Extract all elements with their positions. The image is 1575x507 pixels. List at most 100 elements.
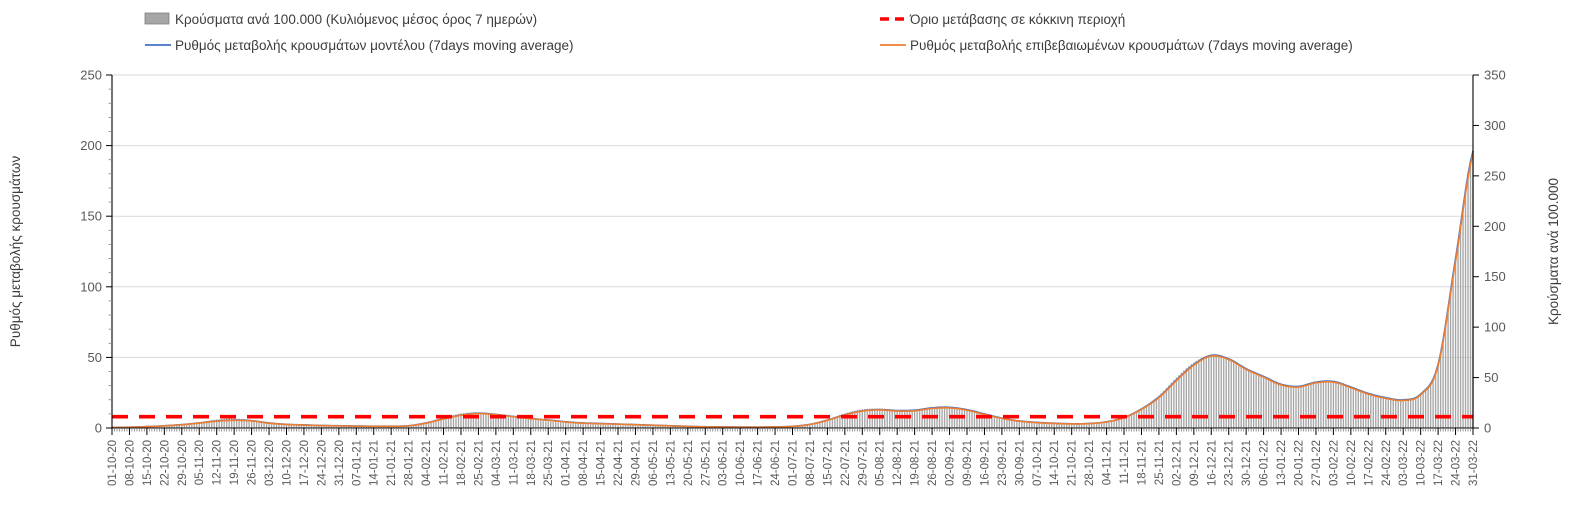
legend-item-confirmed[interactable]: Ρυθμός μεταβολής επιβεβαιωμένων κρουσμάτ… — [880, 38, 1353, 53]
bar — [253, 420, 255, 428]
x-axis-label: 30-09-21 — [1014, 440, 1026, 486]
bar — [487, 413, 490, 428]
bar — [410, 425, 412, 428]
bar — [1113, 420, 1115, 428]
bar — [400, 426, 402, 428]
x-axis-label: 29-07-21 — [857, 440, 869, 486]
x-axis-label: 08-10-20 — [124, 440, 136, 486]
bar — [819, 421, 821, 428]
bar — [582, 423, 584, 428]
bar — [1282, 384, 1285, 428]
bar — [1105, 421, 1108, 428]
bar — [1390, 398, 1392, 428]
bar — [480, 412, 482, 428]
bar — [1238, 363, 1240, 428]
bar — [363, 426, 365, 428]
x-axis-label: 29-10-20 — [177, 440, 189, 486]
bar — [1375, 395, 1377, 428]
legend-item-threshold[interactable]: Όριο μετάβασης σε κόκκινη περιοχή — [880, 12, 1125, 27]
bar — [475, 412, 477, 428]
bar — [572, 423, 574, 428]
x-axis-label: 10-02-22 — [1346, 440, 1358, 486]
bar — [971, 410, 973, 428]
bar — [265, 422, 268, 428]
bar — [886, 408, 888, 428]
bar — [295, 425, 298, 428]
bar — [1245, 368, 1247, 428]
bar — [1066, 424, 1068, 428]
bar — [1340, 383, 1342, 428]
bar — [1335, 382, 1337, 428]
legend-item-model[interactable]: Ρυθμός μεταβολής κρουσμάτων μοντέλου (7d… — [145, 38, 574, 53]
bar — [642, 425, 644, 428]
bar — [390, 426, 392, 428]
x-axis-label: 18-11-21 — [1136, 440, 1148, 485]
bar — [1160, 393, 1163, 428]
bar — [627, 425, 629, 428]
x-axis-label: 25-03-21 — [543, 440, 555, 486]
bar — [300, 425, 303, 428]
x-axis-label: 15-10-20 — [142, 440, 154, 486]
bar — [674, 426, 677, 428]
bar — [522, 418, 524, 428]
bar — [530, 419, 532, 428]
bar — [1133, 412, 1135, 428]
bar — [176, 425, 178, 428]
bar — [1178, 375, 1180, 428]
bar — [1332, 381, 1335, 428]
x-axis-label: 08-07-21 — [805, 440, 817, 486]
bar — [517, 417, 519, 428]
bar — [440, 418, 442, 428]
legend-item-bars[interactable]: Κρούσματα ανά 100.000 (Κυλιόμενος μέσος … — [144, 12, 537, 27]
x-axis-label: 04-03-21 — [491, 440, 503, 486]
x-axis-label: 17-02-22 — [1363, 440, 1375, 486]
bar — [228, 418, 230, 428]
bar — [447, 416, 450, 428]
bar — [1424, 389, 1427, 428]
bar — [233, 418, 235, 428]
y-axis-right-label: 350 — [1484, 68, 1506, 83]
bar — [634, 425, 637, 428]
bar — [250, 419, 253, 428]
bar — [1008, 419, 1011, 428]
bar — [946, 406, 948, 428]
bar — [1038, 423, 1040, 428]
bar — [649, 425, 652, 428]
bar — [1469, 160, 1472, 428]
bar — [412, 425, 415, 428]
bar — [1190, 364, 1193, 428]
bar — [1397, 399, 1399, 428]
bar — [335, 426, 338, 428]
bar — [1183, 370, 1185, 428]
bar — [1392, 399, 1394, 428]
x-axis-label: 18-03-21 — [526, 440, 538, 486]
bar — [278, 424, 280, 428]
bar — [255, 420, 258, 428]
bar — [1247, 369, 1250, 428]
bar — [397, 426, 400, 428]
x-axis-label: 11-02-21 — [439, 440, 451, 485]
bar — [555, 422, 557, 428]
bar — [577, 423, 579, 428]
bar — [320, 425, 323, 428]
bars-group — [111, 150, 1474, 429]
bar — [288, 425, 290, 428]
bar — [1185, 368, 1188, 428]
x-axis-label: 19-11-20 — [229, 440, 241, 485]
x-axis-label: 28-10-21 — [1084, 440, 1096, 486]
axes — [111, 75, 1474, 429]
bar — [1230, 359, 1232, 428]
x-axis-label: 26-11-20 — [247, 440, 259, 485]
bar — [1011, 420, 1013, 428]
x-axis-label: 01-10-20 — [107, 440, 119, 486]
bar — [198, 422, 200, 428]
bar — [816, 422, 819, 428]
bar — [587, 424, 589, 428]
bar — [188, 424, 190, 428]
gridlines — [112, 74, 1473, 358]
bar — [1347, 386, 1350, 428]
bar — [1031, 422, 1033, 428]
bar — [303, 425, 305, 428]
x-axis-label: 01-04-21 — [561, 440, 573, 486]
bar — [388, 426, 390, 428]
